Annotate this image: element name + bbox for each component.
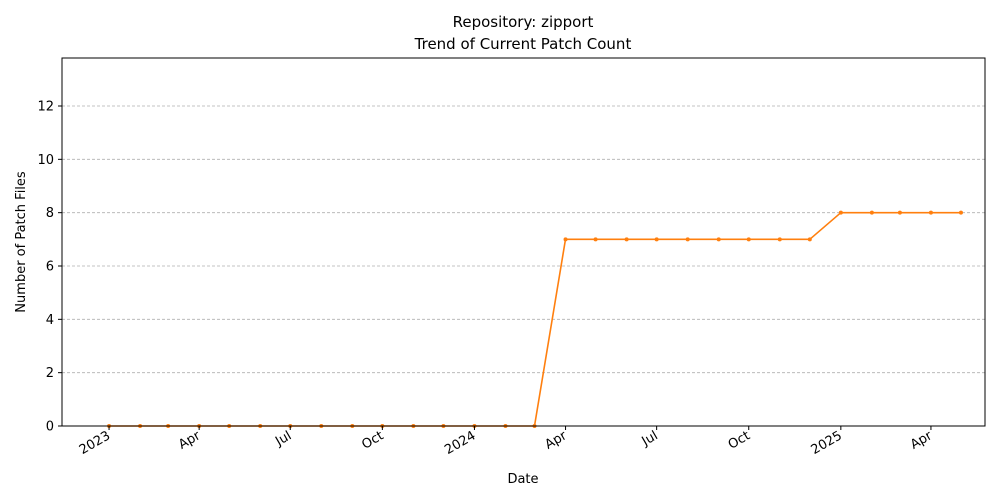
y-tick-label-1: 2 bbox=[46, 366, 54, 381]
chart-subtitle: Trend of Current Patch Count bbox=[414, 35, 632, 53]
x-tick-label-7: Oct bbox=[726, 428, 753, 452]
x-axis-label: Date bbox=[507, 472, 538, 487]
data-point bbox=[807, 237, 812, 242]
x-tick-label-4: 2024 bbox=[442, 428, 478, 458]
data-point bbox=[897, 210, 902, 215]
y-tick-label-5: 10 bbox=[37, 153, 54, 168]
data-point bbox=[928, 210, 933, 215]
x-axis: 2023 Apr Jul Oct 2024 Apr Jul Oct 2025 Apr bbox=[77, 426, 936, 458]
data-point bbox=[685, 237, 690, 242]
y-tick-label-2: 4 bbox=[46, 313, 54, 328]
data-point bbox=[716, 237, 721, 242]
y-tick-label-6: 12 bbox=[37, 100, 54, 115]
y-tick-label-0: 0 bbox=[46, 420, 54, 435]
x-tick-label-2: Jul bbox=[272, 428, 294, 449]
data-point bbox=[777, 237, 782, 242]
x-tick-label-6: Jul bbox=[639, 428, 661, 449]
data-point bbox=[563, 237, 568, 242]
data-point bbox=[958, 210, 963, 215]
y-axis-label: Number of Patch Files bbox=[14, 171, 29, 313]
y-tick-label-4: 8 bbox=[46, 206, 54, 221]
x-tick-label-3: Oct bbox=[359, 428, 386, 452]
data-point bbox=[746, 237, 751, 242]
grid-layer bbox=[62, 105, 985, 374]
plot-frame bbox=[61, 57, 986, 427]
chart-title: Repository: zipport bbox=[453, 13, 594, 31]
data-point bbox=[593, 237, 598, 242]
x-tick-label-0: 2023 bbox=[77, 428, 113, 458]
data-point bbox=[838, 210, 843, 215]
y-tick-label-3: 6 bbox=[46, 260, 54, 275]
x-tick-label-1: Apr bbox=[176, 428, 204, 453]
data-point bbox=[869, 210, 874, 215]
x-tick-label-9: Apr bbox=[908, 428, 936, 453]
y-axis: 0 2 4 6 8 10 12 bbox=[37, 100, 62, 435]
x-tick-label-5: Apr bbox=[543, 428, 571, 453]
data-point bbox=[654, 237, 659, 242]
x-tick-label-8: 2025 bbox=[809, 428, 845, 458]
data-point bbox=[624, 237, 629, 242]
